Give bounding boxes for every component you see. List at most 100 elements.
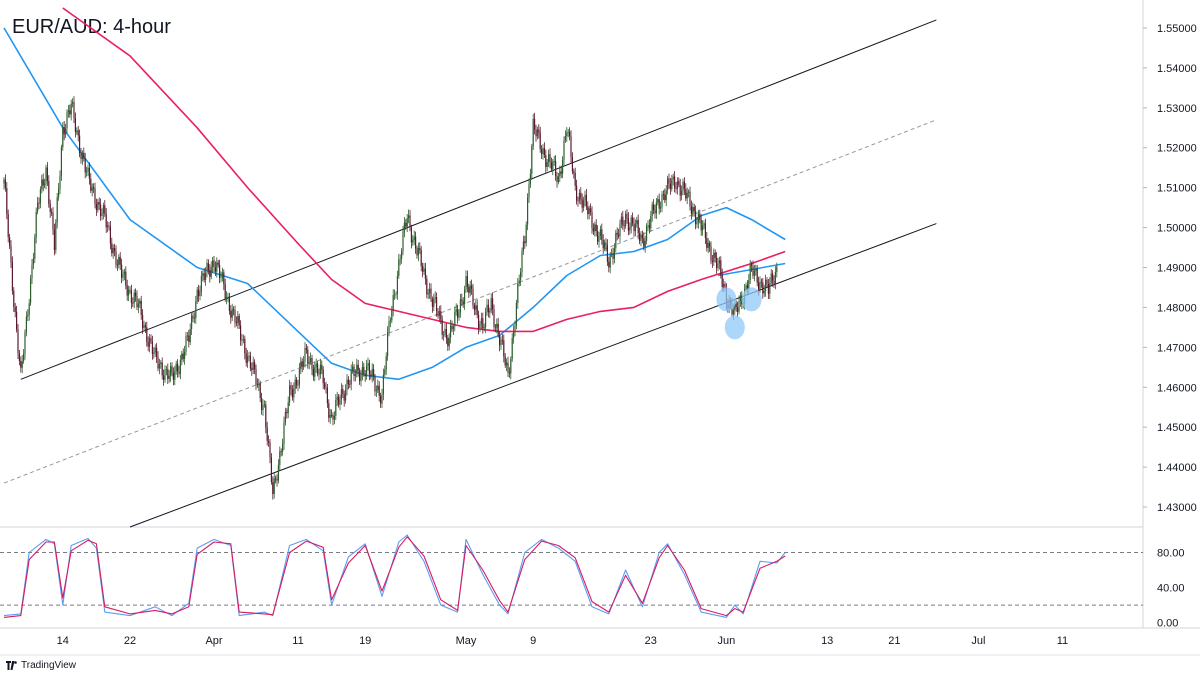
candle-body — [350, 370, 352, 385]
candle-body — [504, 356, 506, 366]
candle-body — [647, 225, 649, 226]
candle-body — [210, 266, 212, 277]
candle-body — [569, 131, 571, 137]
candle-body — [363, 366, 365, 374]
tradingview-logo: TradingView — [6, 658, 77, 671]
candle-body — [532, 118, 534, 147]
candle-body — [630, 217, 632, 228]
candle-body — [594, 224, 596, 232]
highlight-marker — [741, 287, 762, 312]
candle-body — [539, 132, 541, 149]
candle-body — [588, 208, 590, 215]
candle-body — [692, 207, 694, 214]
candle-body — [167, 369, 169, 379]
candle-body — [275, 478, 277, 480]
ma-slow-line — [62, 7, 786, 333]
candle-body — [592, 227, 594, 232]
candle-body — [669, 184, 671, 190]
candle-body — [35, 211, 37, 238]
candle-body — [206, 263, 208, 273]
candle-body — [420, 250, 422, 267]
candle-body — [373, 369, 375, 377]
candle-body — [244, 339, 246, 354]
highlight-marker — [724, 315, 745, 340]
candle-body — [714, 252, 716, 258]
candle-body — [636, 220, 638, 224]
candle-body — [429, 288, 431, 294]
candle-body — [343, 394, 345, 401]
candle-body — [223, 272, 225, 285]
candle-body — [706, 238, 708, 248]
candle-body — [448, 337, 450, 347]
candle-body — [765, 279, 767, 291]
candle-body — [384, 369, 386, 375]
brand-text: TradingView — [21, 660, 77, 671]
candle-body — [317, 363, 319, 374]
candle-body — [658, 199, 660, 209]
candle-body — [382, 374, 384, 395]
candle-body — [557, 176, 559, 182]
candle-body — [209, 270, 211, 277]
candle-body — [193, 318, 195, 319]
candle-body — [191, 315, 193, 330]
candle-body — [584, 194, 586, 201]
candle-body — [682, 181, 684, 192]
candle-body — [342, 389, 344, 394]
candle-body — [458, 312, 460, 318]
candle-body — [745, 285, 747, 290]
candle-body — [164, 369, 166, 380]
candle-body — [473, 305, 475, 310]
candle-body — [371, 369, 373, 377]
candle-body — [13, 290, 15, 307]
candle-body — [487, 304, 489, 313]
candle-body — [563, 140, 565, 160]
candle-body — [756, 268, 758, 283]
candle-body — [391, 310, 393, 321]
candle-body — [749, 264, 751, 280]
candle-body — [200, 275, 202, 292]
candle-body — [332, 415, 334, 420]
candle-body — [258, 383, 260, 386]
candle-body — [723, 284, 725, 287]
candle-body — [417, 248, 419, 256]
candle-body — [398, 259, 400, 276]
candle-body — [581, 199, 583, 208]
candle-body — [753, 270, 755, 276]
candle-body — [478, 314, 480, 329]
candle-body — [599, 229, 601, 236]
candle-body — [17, 329, 19, 353]
candle-body — [755, 268, 757, 271]
candle-body — [476, 305, 478, 315]
candle-body — [674, 176, 676, 188]
candle-body — [650, 215, 652, 229]
candle-body — [118, 256, 120, 265]
chart-title: EUR/AUD: 4-hour — [12, 16, 171, 38]
candle-body — [724, 284, 726, 288]
candle-body — [461, 299, 463, 302]
candle-body — [44, 183, 46, 186]
candle-body — [60, 147, 62, 176]
time-axis-label: 13 — [821, 635, 833, 647]
candle-body — [265, 404, 267, 428]
candle-body — [368, 363, 370, 375]
candle-body — [693, 207, 695, 212]
stoch-d-line — [3, 536, 786, 618]
candle-body — [27, 315, 29, 317]
candle-body — [538, 129, 540, 133]
candle-body — [466, 276, 468, 287]
candle-body — [311, 358, 313, 370]
candle-body — [634, 223, 636, 232]
candle-body — [112, 248, 114, 254]
candle-body — [718, 260, 720, 264]
candle-body — [315, 363, 317, 368]
candle-body — [107, 225, 109, 228]
candle-body — [646, 225, 648, 241]
candle-body — [121, 264, 123, 278]
candle-body — [402, 231, 404, 252]
candle-body — [700, 220, 702, 231]
candle-body — [527, 197, 529, 225]
candle-body — [114, 248, 116, 252]
candle-body — [499, 335, 501, 346]
candle-body — [76, 130, 78, 132]
candle-body — [102, 205, 104, 214]
